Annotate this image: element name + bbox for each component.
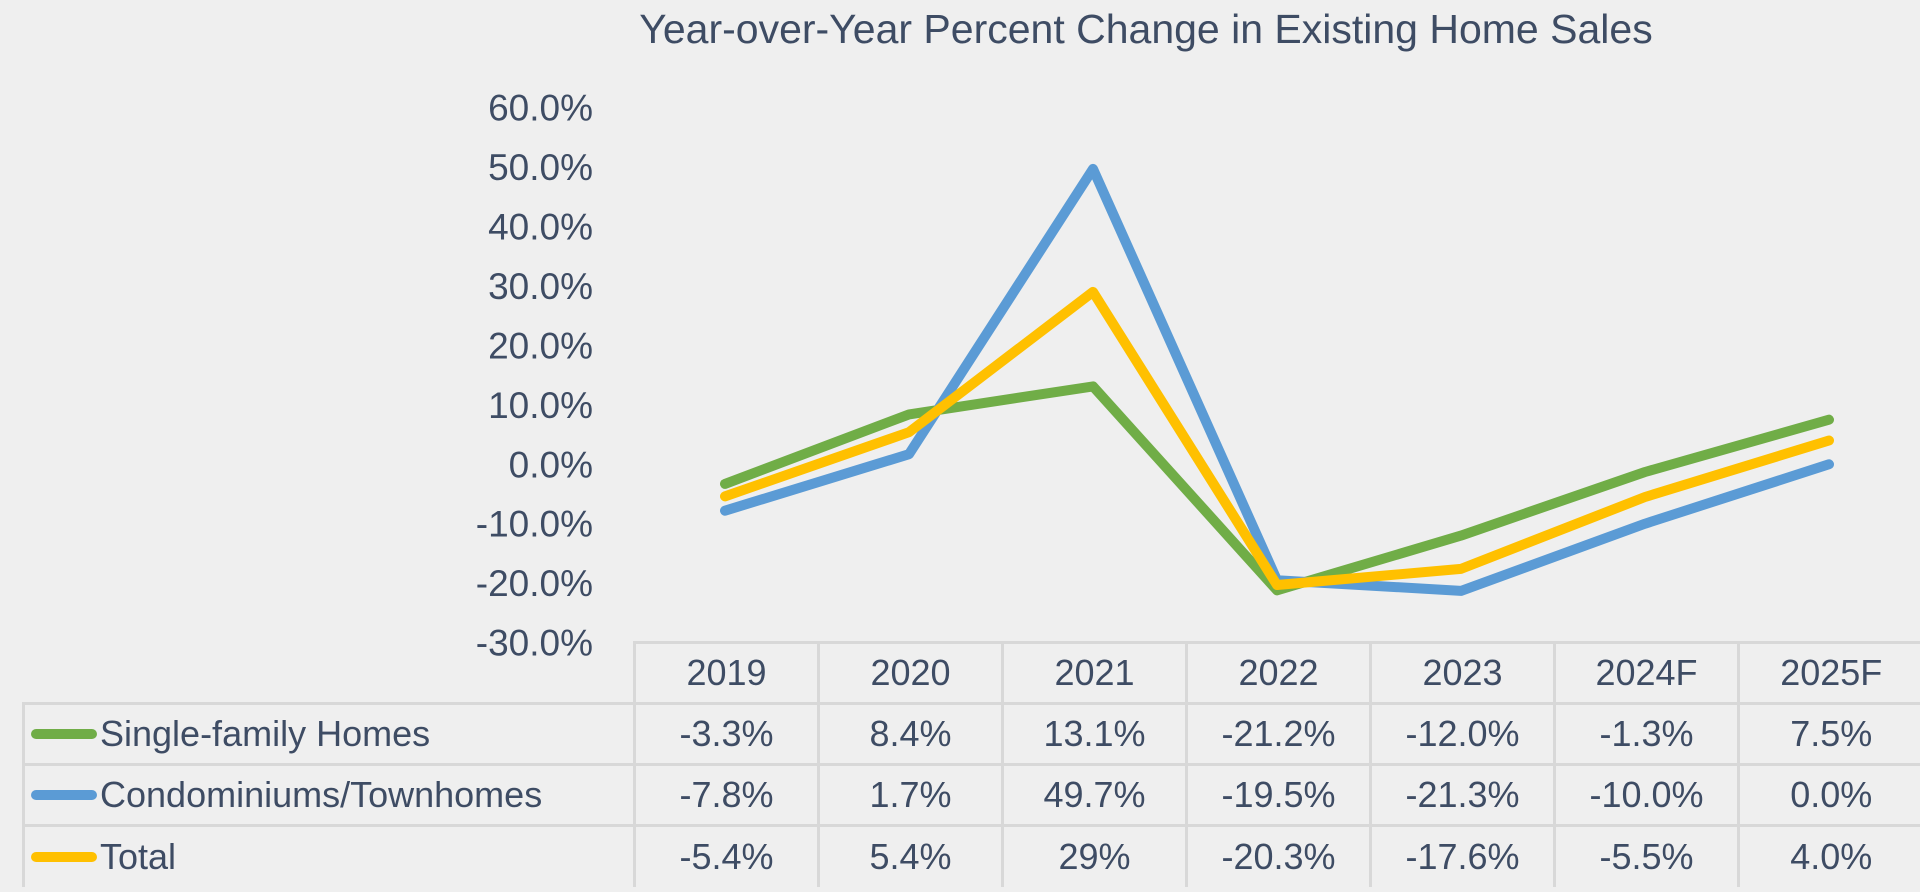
table-value-cell: -1.3% — [1553, 702, 1740, 766]
y-axis-tick-label: -20.0% — [476, 563, 593, 604]
y-axis-tick-label: 20.0% — [488, 325, 593, 366]
table-value-cell: 7.5% — [1737, 702, 1920, 766]
table-header-cell-2020: 2020 — [817, 641, 1004, 705]
table-header-cell-2022: 2022 — [1185, 641, 1372, 705]
y-axis-tick-label: 10.0% — [488, 385, 593, 426]
table-value-cell: 13.1% — [1001, 702, 1188, 766]
y-axis-tick-label: 30.0% — [488, 266, 593, 307]
y-axis-tick-label: -10.0% — [476, 504, 593, 545]
series-line-condominiums-townhomes — [720, 163, 1834, 596]
table-row: Single-family Homes -3.3% 8.4% 13.1% -21.2% -… — [22, 702, 1920, 766]
table-value-cell: -21.3% — [1369, 763, 1556, 827]
table-header-row: 2019 2020 2021 2022 2023 2024F 2025F — [23, 641, 1920, 705]
table-header-cell-2021: 2021 — [1001, 641, 1188, 705]
y-axis-tick-label: 40.0% — [488, 206, 593, 247]
table-value-cell: 1.7% — [817, 763, 1004, 827]
table-value-cell: 29% — [1001, 824, 1188, 887]
legend-cell: Single-family Homes — [22, 702, 636, 766]
table-header-cell-2023: 2023 — [1369, 641, 1556, 705]
table-value-cell: -21.2% — [1185, 702, 1372, 766]
series-line-single-family-homes — [720, 381, 1834, 596]
legend-cell: Condominiums/Townhomes — [22, 763, 636, 827]
table-header-cell-2025f: 2025F — [1737, 641, 1920, 705]
legend-cell: Total — [22, 824, 636, 887]
table-value-cell: -5.4% — [633, 824, 820, 887]
legend-swatch-icon — [31, 851, 97, 862]
chart-title: Year-over-Year Percent Change in Existin… — [639, 6, 1653, 52]
table-row: Total -5.4% 5.4% 29% -20.3% -17.6% -5.5% 4.0% — [22, 824, 1920, 887]
data-table-body: 2019 2020 2021 2022 2023 2024F 2025F Single-fam… — [22, 641, 1920, 887]
series-name: Condominiums/Townhomes — [100, 774, 543, 815]
table-value-cell: 8.4% — [817, 702, 1004, 766]
table-value-cell: -20.3% — [1185, 824, 1372, 887]
table-header-cell-2019: 2019 — [633, 641, 820, 705]
y-axis-tick-label: 60.0% — [488, 88, 593, 129]
table-value-cell: -3.3% — [633, 702, 820, 766]
data-table: 2019 2020 2021 2022 2023 2024F 2025F Single-fam… — [22, 641, 1920, 887]
table-value-cell: 4.0% — [1737, 824, 1920, 887]
series-line-total — [720, 286, 1834, 590]
table-header-cell-2024f: 2024F — [1553, 641, 1740, 705]
table-value-cell: -17.6% — [1369, 824, 1556, 887]
table-value-cell: 49.7% — [1001, 763, 1188, 827]
series-name: Single-family Homes — [100, 713, 431, 754]
legend-swatch-icon — [31, 729, 97, 739]
series-name: Total — [100, 835, 177, 877]
table-value-cell: -7.8% — [633, 763, 820, 827]
table-value-cell: 0.0% — [1737, 763, 1920, 827]
y-axis-tick-label: 0.0% — [509, 444, 593, 485]
y-axis-tick-label: 50.0% — [488, 147, 593, 188]
table-value-cell: -5.5% — [1553, 824, 1740, 887]
table-value-cell: -10.0% — [1553, 763, 1740, 827]
table-corner-cell — [23, 642, 636, 705]
table-row: Condominiums/Townhomes -7.8% 1.7% 49.7% -19.… — [22, 763, 1920, 827]
table-value-cell: 5.4% — [817, 824, 1004, 887]
legend-swatch-icon — [31, 790, 97, 800]
table-value-cell: -19.5% — [1185, 763, 1372, 827]
table-value-cell: -12.0% — [1369, 702, 1556, 766]
